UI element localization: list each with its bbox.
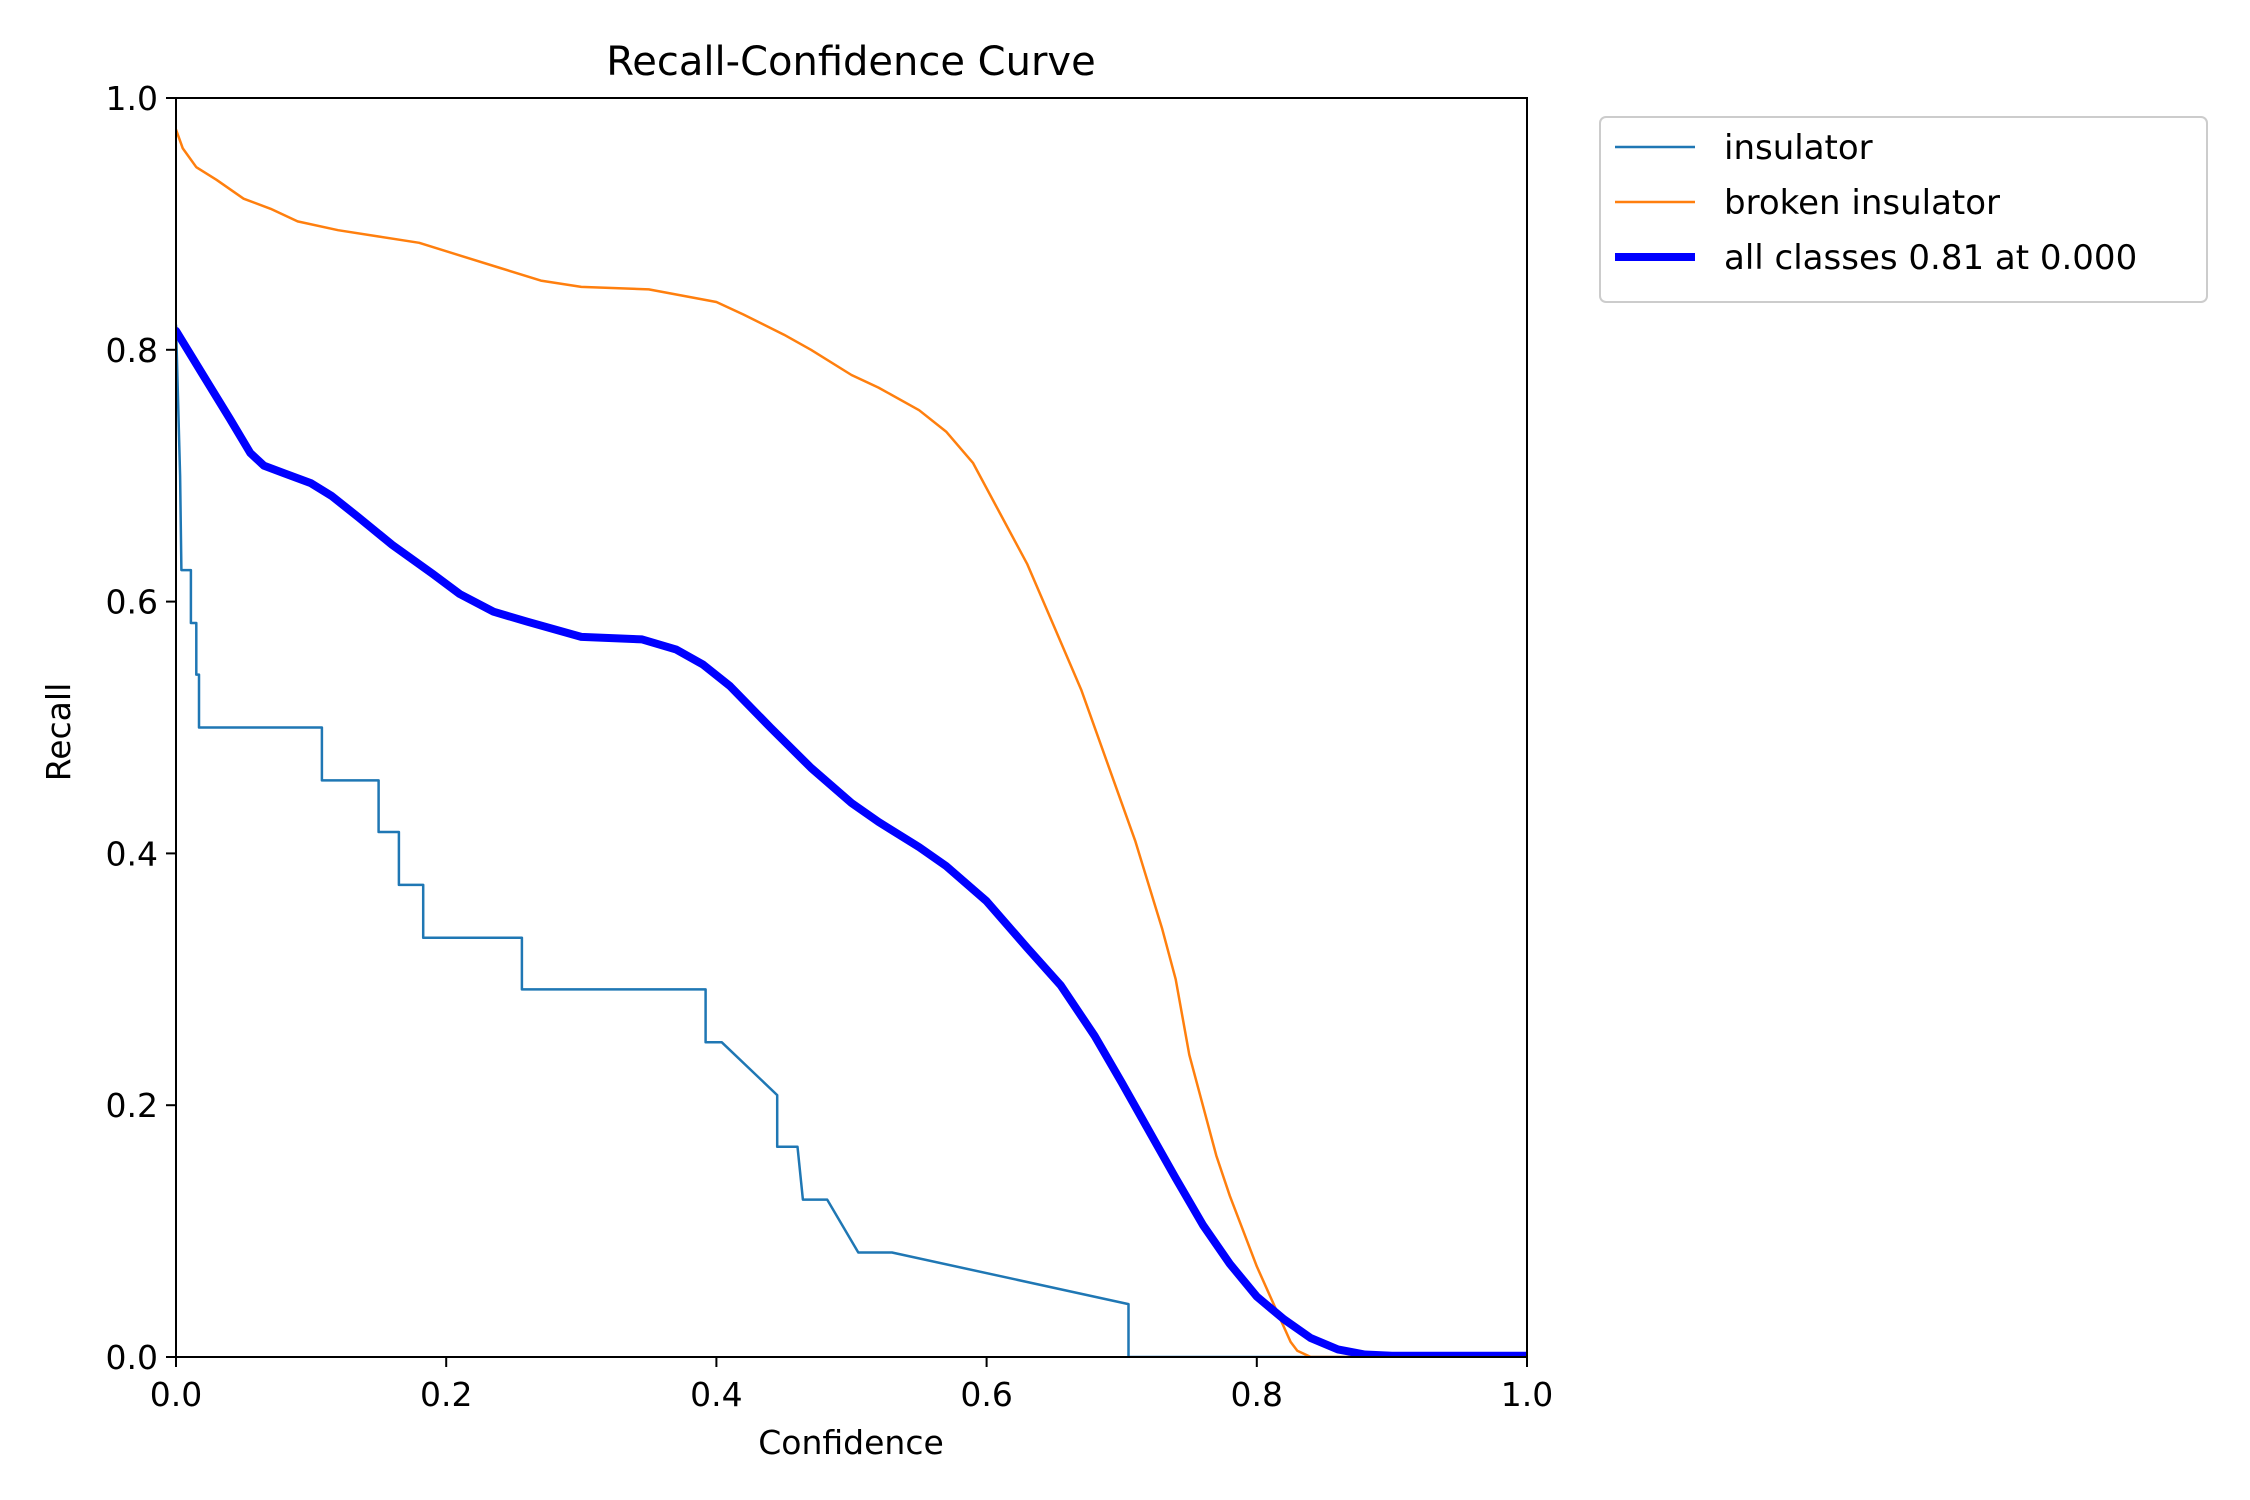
plot-area: 0.0 0.2 0.4 0.6 0.8 1.0 0.0 0.2 0.4 0.6 0.8 1.0 [106, 79, 1554, 1414]
x-tick-label: 0.6 [960, 1375, 1012, 1414]
series-group [176, 128, 1527, 1357]
x-tick-label: 1.0 [1501, 1375, 1553, 1414]
y-axis-label: Recall [39, 683, 78, 781]
y-tick-label: 0.8 [106, 331, 158, 370]
x-tick-label: 0.4 [690, 1375, 742, 1414]
axes-frame [175, 97, 1528, 1358]
series-line-0 [176, 324, 1527, 1357]
x-axis-label: Confidence [758, 1423, 944, 1462]
series-line-2 [176, 326, 1527, 1357]
legend-label-0: insulator [1724, 128, 1873, 168]
y-tick-label: 0.2 [106, 1086, 158, 1125]
y-tick-label: 0.0 [106, 1338, 158, 1377]
x-tick-label: 0.8 [1231, 1375, 1283, 1414]
legend-label-1: broken insulator [1724, 183, 2000, 223]
legend-label-2: all classes 0.81 at 0.000 [1724, 238, 2137, 278]
legend-box [1599, 116, 2208, 303]
legend: insulator broken insulator all classes 0.8… [1599, 116, 2208, 303]
x-tick-label: 0.2 [420, 1375, 472, 1414]
y-tick-label: 0.6 [106, 583, 158, 622]
series-line-1 [176, 128, 1527, 1357]
y-tick-label: 1.0 [106, 79, 158, 118]
chart-title: Recall-Confidence Curve [606, 39, 1095, 85]
x-tick-label: 0.0 [150, 1375, 202, 1414]
y-tick-label: 0.4 [106, 834, 158, 873]
